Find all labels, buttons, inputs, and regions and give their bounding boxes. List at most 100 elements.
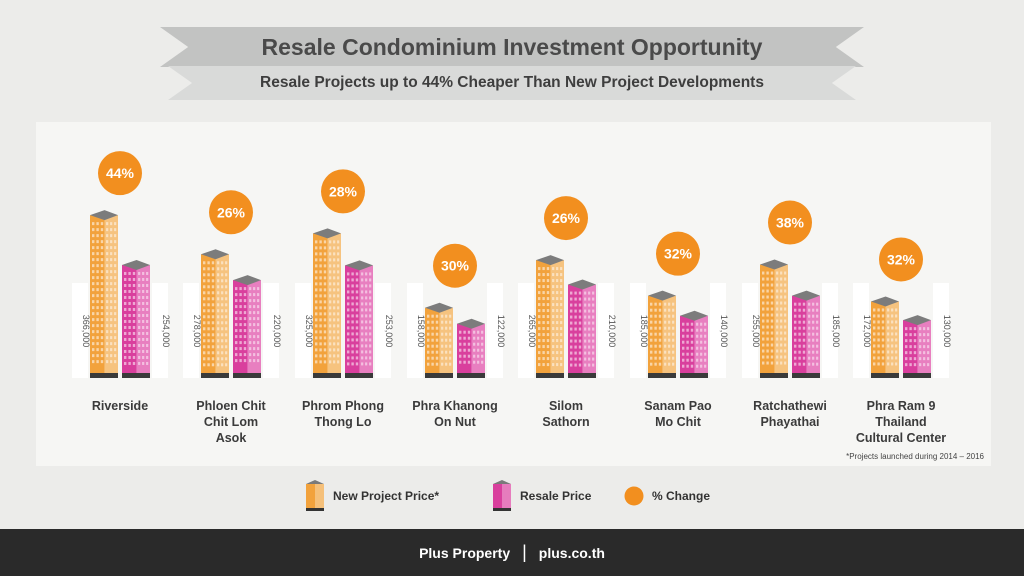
resale-price-label: 122,000 [496,315,506,348]
percent-change-label: 30% [441,258,470,274]
category-label: Phra Khanong [412,399,497,413]
legend-item-resale: Resale Price [490,478,591,514]
resale-price-label: 210,000 [607,315,617,348]
resale-bar [792,290,820,378]
new-price-label: 172,000 [862,315,872,348]
new-project-bar [760,259,788,378]
percent-change-label: 38% [776,215,805,231]
value-label-backing [407,283,423,378]
percent-change-circle [433,243,477,288]
category-label: Phayathai [760,415,819,429]
category-label: Ratchathewi [753,399,827,413]
percent-change-circle [98,151,142,196]
category-label: On Nut [434,415,476,429]
category-label: Sathorn [542,415,589,429]
subtitle-banner [168,66,856,100]
value-label-backing [630,283,646,378]
resale-bar [233,275,261,378]
percent-change-label: 26% [552,210,581,226]
new-price-label: 366,000 [81,315,91,348]
percent-change-label: 32% [887,251,916,267]
percent-change-label: 32% [664,246,693,262]
value-label-backing [742,283,758,378]
resale-price-label: 254,000 [161,315,171,348]
legend-label-resale: Resale Price [520,489,592,503]
percent-change-circle [768,200,812,245]
value-label-backing [933,283,949,378]
resale-price-label: 220,000 [272,315,282,348]
new-price-label: 185,000 [639,315,649,348]
resale-bar [457,318,485,378]
percent-change-circle [544,196,588,241]
value-label-backing [822,283,838,378]
value-label-backing [295,283,311,378]
resale-bar [680,310,708,378]
new-price-label: 255,000 [751,315,761,348]
resale-price-label: 253,000 [384,315,394,348]
resale-price-label: 140,000 [719,315,729,348]
title-banner [160,27,864,67]
footer: Plus Property | plus.co.th [0,529,1024,576]
percent-change-circle [656,231,700,276]
value-label-backing [710,283,726,378]
resale-bar [122,259,150,378]
legend: New Project Price* Resale Price % Change [0,478,1024,514]
percent-change-label: 28% [329,183,358,199]
footnote: *Projects launched during 2014 – 2016 [846,452,984,461]
new-project-bar [648,290,676,378]
resale-price-label: 130,000 [942,315,952,348]
value-label-backing [598,283,614,378]
percent-change-label: 44% [106,165,135,181]
chart-subtitle: Resale Projects up to 44% Cheaper Than N… [260,74,764,91]
percent-change-label: 26% [217,204,246,220]
footer-brand: Plus Property [419,544,511,561]
value-label-backing [375,283,391,378]
new-price-label: 158,000 [416,315,426,348]
category-label: Silom [549,399,583,413]
legend-label-new: New Project Price* [333,489,440,503]
new-project-bar [313,228,341,378]
new-project-bar [425,302,453,378]
value-label-backing [183,283,199,378]
building-pink-icon [493,480,511,511]
resale-price-label: 185,000 [831,315,841,348]
orange-circle-icon [624,486,644,506]
value-label-backing [152,283,168,378]
category-label: Phloen Chit [196,399,266,413]
value-label-backing [518,283,534,378]
new-project-bar [90,210,118,378]
category-label: Phra Ram 9 [867,399,936,413]
new-project-bar [871,296,899,378]
legend-label-pct: % Change [652,489,711,503]
legend-item-pct: % Change [624,478,710,514]
category-label: Thailand [875,415,926,429]
category-label: Sanam Pao [644,399,712,413]
new-project-bar [201,249,229,378]
percent-change-circle [209,190,253,235]
value-label-backing [263,283,279,378]
category-label: Asok [216,431,247,445]
category-label: Thong Lo [315,415,372,429]
value-label-backing [853,283,869,378]
value-label-backing [72,283,88,378]
legend-item-new: New Project Price* [303,478,439,514]
new-price-label: 278,000 [192,315,202,348]
category-label: Riverside [92,399,148,413]
new-price-label: 265,000 [527,315,537,348]
resale-bar [903,315,931,378]
value-label-backing [487,283,503,378]
new-price-label: 325,000 [304,315,314,348]
category-label: Phrom Phong [302,399,384,413]
chart-title: Resale Condominium Investment Opportunit… [261,34,763,60]
percent-change-circle [321,169,365,214]
footer-url: plus.co.th [538,544,605,561]
category-label: Chit Lom [204,415,258,429]
percent-change-circle [879,237,923,282]
footer-separator: | [522,542,527,562]
new-project-bar [536,255,564,378]
category-label: Mo Chit [655,415,702,429]
category-label: Cultural Center [856,431,946,445]
resale-bar [345,260,373,378]
resale-bar [568,279,596,378]
